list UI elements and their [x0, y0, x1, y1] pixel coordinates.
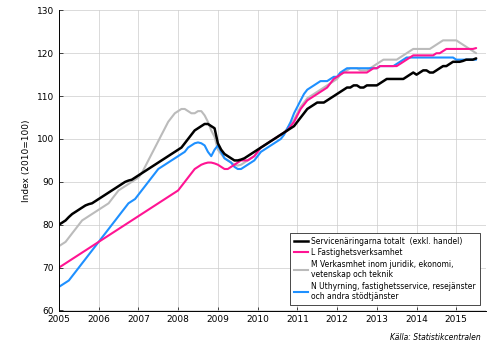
- Legend: Servicenäringarna totalt  (exkl. handel), L Fastighetsverksamhet, M Verkasmhet i: Servicenäringarna totalt (exkl. handel),…: [291, 233, 480, 305]
- Y-axis label: Index (2010=100): Index (2010=100): [22, 119, 31, 202]
- Text: Källa: Statistikcentralen: Källa: Statistikcentralen: [390, 333, 481, 342]
